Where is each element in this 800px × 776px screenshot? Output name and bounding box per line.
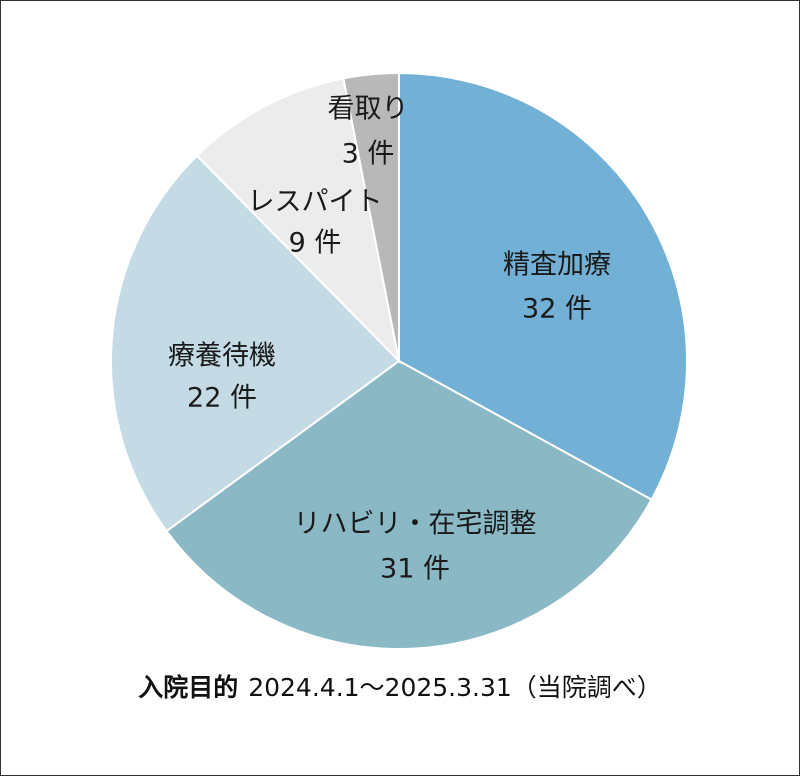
slice-value-3: 9 件 — [289, 228, 342, 259]
slice-label-3: レスパイト — [248, 187, 383, 218]
slice-value-4: 3 件 — [342, 139, 395, 170]
pie-slice-4 — [342, 71, 400, 362]
pie-slice-0 — [398, 71, 688, 501]
slice-value-2: 22 件 — [187, 383, 257, 414]
slice-label-2: 療養待機 — [168, 341, 276, 372]
pie-slice-3 — [195, 77, 401, 365]
slice-value-1: 31 件 — [380, 554, 450, 585]
slice-value-0: 32 件 — [522, 294, 592, 325]
slice-label-4: 看取り — [328, 94, 409, 125]
caption-period: 2024.4.1〜2025.3.31（当院調べ） — [248, 673, 662, 702]
caption-title: 入院目的 — [138, 673, 239, 702]
slice-label-1: リハビリ・在宅調整 — [294, 509, 537, 540]
pie-slice-2 — [110, 154, 401, 533]
chart-caption: 入院目的 2024.4.1〜2025.3.31（当院調べ） — [0, 668, 800, 704]
slice-label-0: 精査加療 — [503, 250, 611, 281]
pie-slice-1 — [165, 359, 653, 650]
